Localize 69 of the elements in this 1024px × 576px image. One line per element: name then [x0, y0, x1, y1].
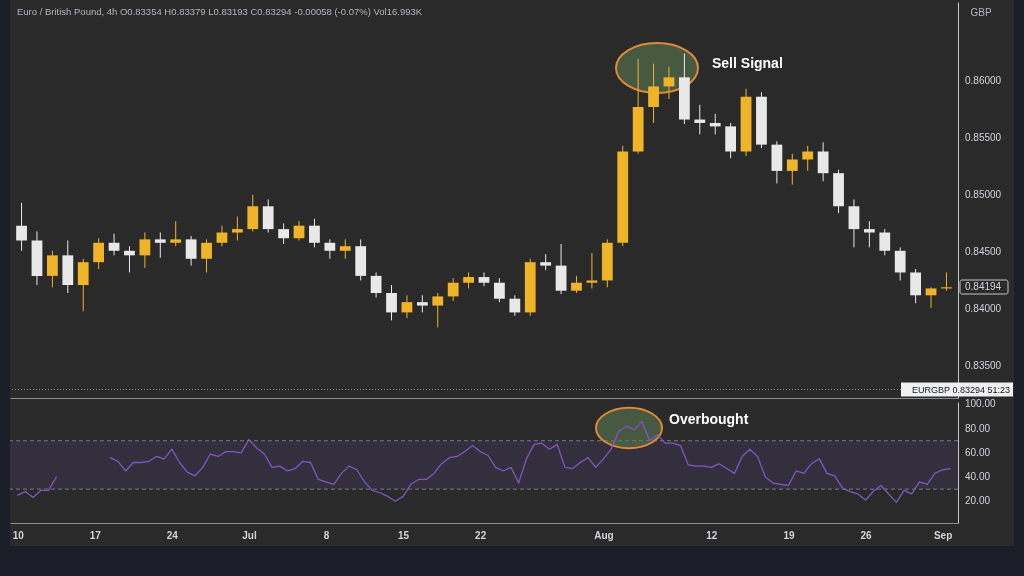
- candlestick: [848, 198, 860, 248]
- candlestick: [231, 216, 243, 242]
- x-tick-label: 10: [12, 529, 25, 541]
- candlestick: [802, 145, 814, 172]
- x-tick-label: 12: [706, 529, 718, 541]
- x-tick-label: 8: [323, 529, 330, 541]
- x-tick-label: Sep: [933, 529, 953, 541]
- candlestick: [201, 238, 212, 273]
- candlestick: [309, 218, 320, 248]
- candlestick: [494, 277, 505, 303]
- candlestick: [925, 286, 937, 309]
- y-tick-label: 40.00: [965, 471, 991, 483]
- y-tick-label: 80.00: [965, 422, 991, 434]
- candlestick: [509, 294, 521, 317]
- x-tick-label: 24: [166, 529, 179, 541]
- ref-line-label: EURGBP 0.83294 51:23: [912, 384, 1010, 395]
- x-tick-label: 17: [89, 529, 102, 541]
- candlestick: [586, 252, 598, 289]
- candlestick: [478, 271, 490, 287]
- y-tick-label: 0.86000: [965, 74, 1002, 86]
- candlestick: [879, 228, 891, 256]
- y-tick-label: 0.83500: [965, 360, 1002, 372]
- candlestick: [863, 220, 875, 248]
- candlestick: [93, 237, 105, 270]
- candlestick: [648, 63, 659, 124]
- candlestick: [894, 246, 906, 281]
- candlestick: [324, 238, 336, 260]
- candlestick: [108, 233, 120, 256]
- candlestick: [386, 284, 397, 321]
- candlestick: [370, 271, 382, 299]
- x-tick-label: Aug: [594, 529, 614, 541]
- candlestick: [278, 222, 289, 245]
- candlestick: [47, 250, 58, 288]
- candlestick: [401, 294, 413, 319]
- candlestick: [432, 292, 444, 328]
- candlestick: [663, 66, 675, 100]
- candlestick: [216, 225, 228, 247]
- candlestick: [77, 258, 89, 312]
- y-tick-label: 20.00: [965, 495, 991, 507]
- candlestick: [185, 235, 197, 267]
- candlestick: [170, 220, 182, 247]
- y-tick-label: 0.85000: [965, 188, 1002, 200]
- candlestick: [154, 232, 166, 259]
- candlestick: [247, 194, 259, 232]
- y-tick-label: 60.00: [965, 446, 991, 458]
- y-tick-label: 0.84000: [965, 302, 1002, 314]
- text: Euro / British Pound, 4h O0.83354 H0.83379 L0.83193 C0.83294 -0.00058 (-0.07%) Vol16.993K: [17, 6, 423, 17]
- candlestick: [786, 153, 798, 186]
- candlestick: [16, 202, 27, 252]
- candlestick: [817, 141, 829, 182]
- candlestick: [941, 271, 952, 292]
- x-tick-label: Jul: [242, 529, 257, 541]
- y-tick-label: 0.84500: [965, 245, 1002, 257]
- x-tick-label: 19: [783, 529, 795, 541]
- candlestick: [139, 232, 151, 269]
- candlestick: [262, 198, 274, 234]
- annotation: Overbought: [669, 411, 749, 427]
- y-axis-title: GBP: [970, 6, 992, 18]
- text: 0.84194: [965, 281, 1002, 292]
- candlestick: [910, 268, 921, 304]
- candlestick: [447, 277, 459, 302]
- x-tick-label: 15: [398, 529, 410, 541]
- candlestick: [339, 238, 351, 260]
- x-tick-label: 22: [475, 529, 487, 541]
- x-tick-label: 26: [860, 529, 873, 541]
- annotation: Sell Signal: [712, 55, 783, 71]
- y-tick-label: 100.00: [965, 398, 997, 410]
- y-tick-label: 0.85500: [965, 131, 1002, 143]
- candlestick: [124, 245, 135, 273]
